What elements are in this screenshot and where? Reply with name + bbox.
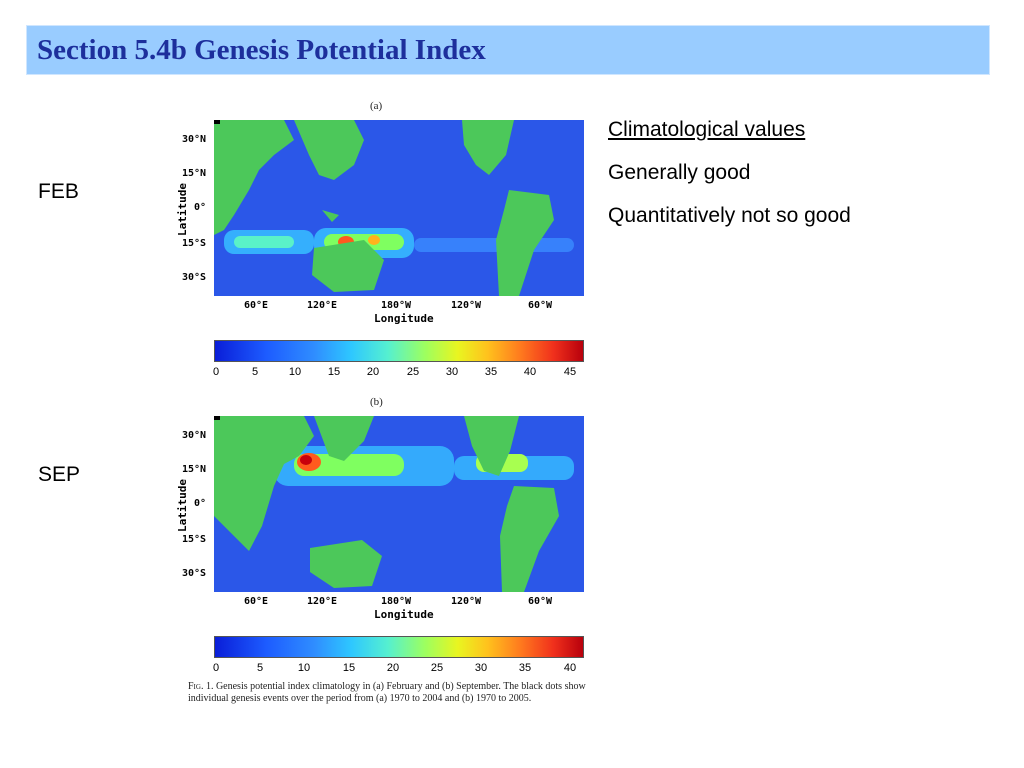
gpi-map-sep xyxy=(214,416,584,592)
cbar-tick-b-0: 0 xyxy=(212,662,220,674)
feb-label: FEB xyxy=(38,180,79,203)
lon-tick-120w-a: 120°W xyxy=(450,300,482,311)
bullet-list: Climatological values Generally good Qua… xyxy=(608,118,851,247)
cbar-tick-a-4: 20 xyxy=(366,366,380,378)
cbar-tick-a-5: 25 xyxy=(406,366,420,378)
cbar-tick-b-5: 25 xyxy=(430,662,444,674)
panel-feb: (a) 30°N 15°N 0° 15°S 30°S Latitude 60°E… xyxy=(170,96,600,386)
caption-fig-label: Fig. 1. xyxy=(188,681,214,692)
lat-tick-30n-b: 30°N xyxy=(182,430,207,441)
lon-tick-60e-b: 60°E xyxy=(243,596,269,607)
sep-label: SEP xyxy=(38,463,81,486)
lat-tick-15s-b: 15°S xyxy=(182,534,207,545)
lat-title-a: Latitude xyxy=(176,183,189,236)
lat-tick-30n-a: 30°N xyxy=(182,134,207,145)
lon-tick-120w-b: 120°W xyxy=(450,596,482,607)
lat-tick-30s-b: 30°S xyxy=(182,568,207,579)
lon-tick-60w-a: 60°W xyxy=(527,300,553,311)
panel-letter-a: (a) xyxy=(370,100,383,112)
lat-title-b: Latitude xyxy=(176,479,189,532)
cbar-tick-b-7: 35 xyxy=(518,662,532,674)
caption-text: Genesis potential index climatology in (… xyxy=(188,681,586,704)
panel-letter-b: (b) xyxy=(370,396,383,408)
cbar-tick-b-1: 5 xyxy=(256,662,264,674)
cbar-tick-a-8: 40 xyxy=(523,366,537,378)
lat-tick-15n-a: 15°N xyxy=(182,168,207,179)
lon-title-b: Longitude xyxy=(374,608,434,621)
bullet-generally-good: Generally good xyxy=(608,161,751,184)
lon-tick-180w-b: 180°W xyxy=(380,596,412,607)
cbar-tick-a-0: 0 xyxy=(212,366,220,378)
cbar-tick-b-2: 10 xyxy=(297,662,311,674)
cbar-tick-b-4: 20 xyxy=(386,662,400,674)
cbar-tick-a-9: 45 xyxy=(563,366,577,378)
colorbar-feb xyxy=(214,340,584,362)
lon-tick-180w-a: 180°W xyxy=(380,300,412,311)
panel-sep: (b) 30°N 15°N 0° 15°S 30°S Latitude 60°E… xyxy=(170,392,600,682)
figure-caption: Fig. 1. Genesis potential index climatol… xyxy=(188,681,588,705)
lat-tick-15n-b: 15°N xyxy=(182,464,207,475)
colorbar-sep xyxy=(214,636,584,658)
lon-tick-120e-a: 120°E xyxy=(306,300,338,311)
cbar-tick-a-3: 15 xyxy=(327,366,341,378)
lon-title-a: Longitude xyxy=(374,312,434,325)
bullet-climatological: Climatological values xyxy=(608,118,806,141)
bullet-quantitatively: Quantitatively not so good xyxy=(608,204,851,227)
lat-tick-0-b: 0° xyxy=(194,498,207,509)
cbar-tick-b-3: 15 xyxy=(342,662,356,674)
lon-tick-120e-b: 120°E xyxy=(306,596,338,607)
cbar-tick-a-7: 35 xyxy=(484,366,498,378)
page-title: Section 5.4b Genesis Potential Index xyxy=(37,34,486,66)
lon-tick-60w-b: 60°W xyxy=(527,596,553,607)
lat-tick-30s-a: 30°S xyxy=(182,272,207,283)
cbar-tick-b-8: 40 xyxy=(563,662,577,674)
cbar-tick-a-2: 10 xyxy=(288,366,302,378)
lon-tick-60e-a: 60°E xyxy=(243,300,269,311)
cbar-tick-a-6: 30 xyxy=(445,366,459,378)
cbar-tick-a-1: 5 xyxy=(251,366,259,378)
lat-tick-15s-a: 15°S xyxy=(182,238,207,249)
title-bar: Section 5.4b Genesis Potential Index xyxy=(26,25,990,75)
gpi-map-feb xyxy=(214,120,584,296)
lat-tick-0-a: 0° xyxy=(194,202,207,213)
cbar-tick-b-6: 30 xyxy=(474,662,488,674)
